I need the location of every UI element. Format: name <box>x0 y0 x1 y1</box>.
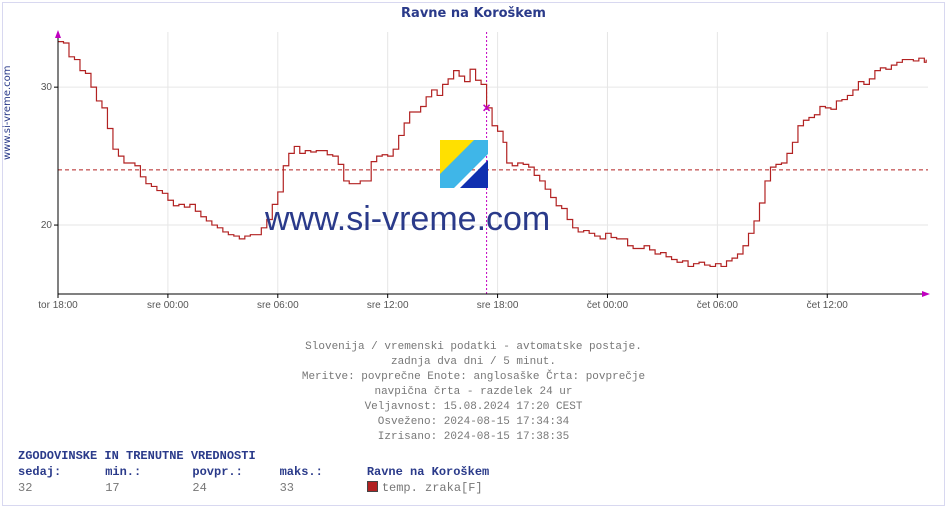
stats-header: ZGODOVINSKE IN TRENUTNE VREDNOSTI <box>18 448 567 464</box>
stats-col-max: maks.: <box>280 464 360 480</box>
watermark-text: www.si-vreme.com <box>265 200 550 239</box>
caption-line: navpična črta - razdelek 24 ur <box>0 385 947 400</box>
caption-line: zadnja dva dni / 5 minut. <box>0 355 947 370</box>
stats-station: Ravne na Koroškem <box>367 464 567 480</box>
caption-line: Veljavnost: 15.08.2024 17:20 CEST <box>0 400 947 415</box>
caption-line: Slovenija / vremenski podatki - avtomats… <box>0 340 947 355</box>
legend-swatch <box>367 481 378 492</box>
svg-text:30: 30 <box>41 82 53 93</box>
svg-text:čet 06:00: čet 06:00 <box>697 300 739 311</box>
stats-col-avg: povpr.: <box>192 464 272 480</box>
stats-block: ZGODOVINSKE IN TRENUTNE VREDNOSTI sedaj:… <box>18 448 567 496</box>
svg-text:20: 20 <box>41 220 53 231</box>
legend-text: temp. zraka[F] <box>382 481 483 495</box>
stats-val-now: 32 <box>18 480 98 496</box>
svg-text:čet 00:00: čet 00:00 <box>587 300 629 311</box>
stats-col-min: min.: <box>105 464 185 480</box>
svg-text:tor 18:00: tor 18:00 <box>38 300 78 311</box>
svg-text:sre 18:00: sre 18:00 <box>477 300 519 311</box>
chart-title: Ravne na Koroškem <box>0 6 947 21</box>
caption-line: Izrisano: 2024-08-15 17:38:35 <box>0 430 947 445</box>
svg-text:čet 12:00: čet 12:00 <box>807 300 849 311</box>
svg-text:sre 00:00: sre 00:00 <box>147 300 189 311</box>
side-label: www.si-vreme.com <box>2 65 13 160</box>
caption-block: Slovenija / vremenski podatki - avtomats… <box>0 340 947 445</box>
watermark-logo <box>440 140 488 188</box>
stats-legend: temp. zraka[F] <box>367 480 567 496</box>
stats-val-min: 17 <box>105 480 185 496</box>
caption-line: Osveženo: 2024-08-15 17:34:34 <box>0 415 947 430</box>
stats-col-now: sedaj: <box>18 464 98 480</box>
stats-val-avg: 24 <box>192 480 272 496</box>
svg-text:sre 12:00: sre 12:00 <box>367 300 409 311</box>
svg-text:sre 06:00: sre 06:00 <box>257 300 299 311</box>
caption-line: Meritve: povprečne Enote: anglosaške Črt… <box>0 370 947 385</box>
stats-val-max: 33 <box>280 480 360 496</box>
